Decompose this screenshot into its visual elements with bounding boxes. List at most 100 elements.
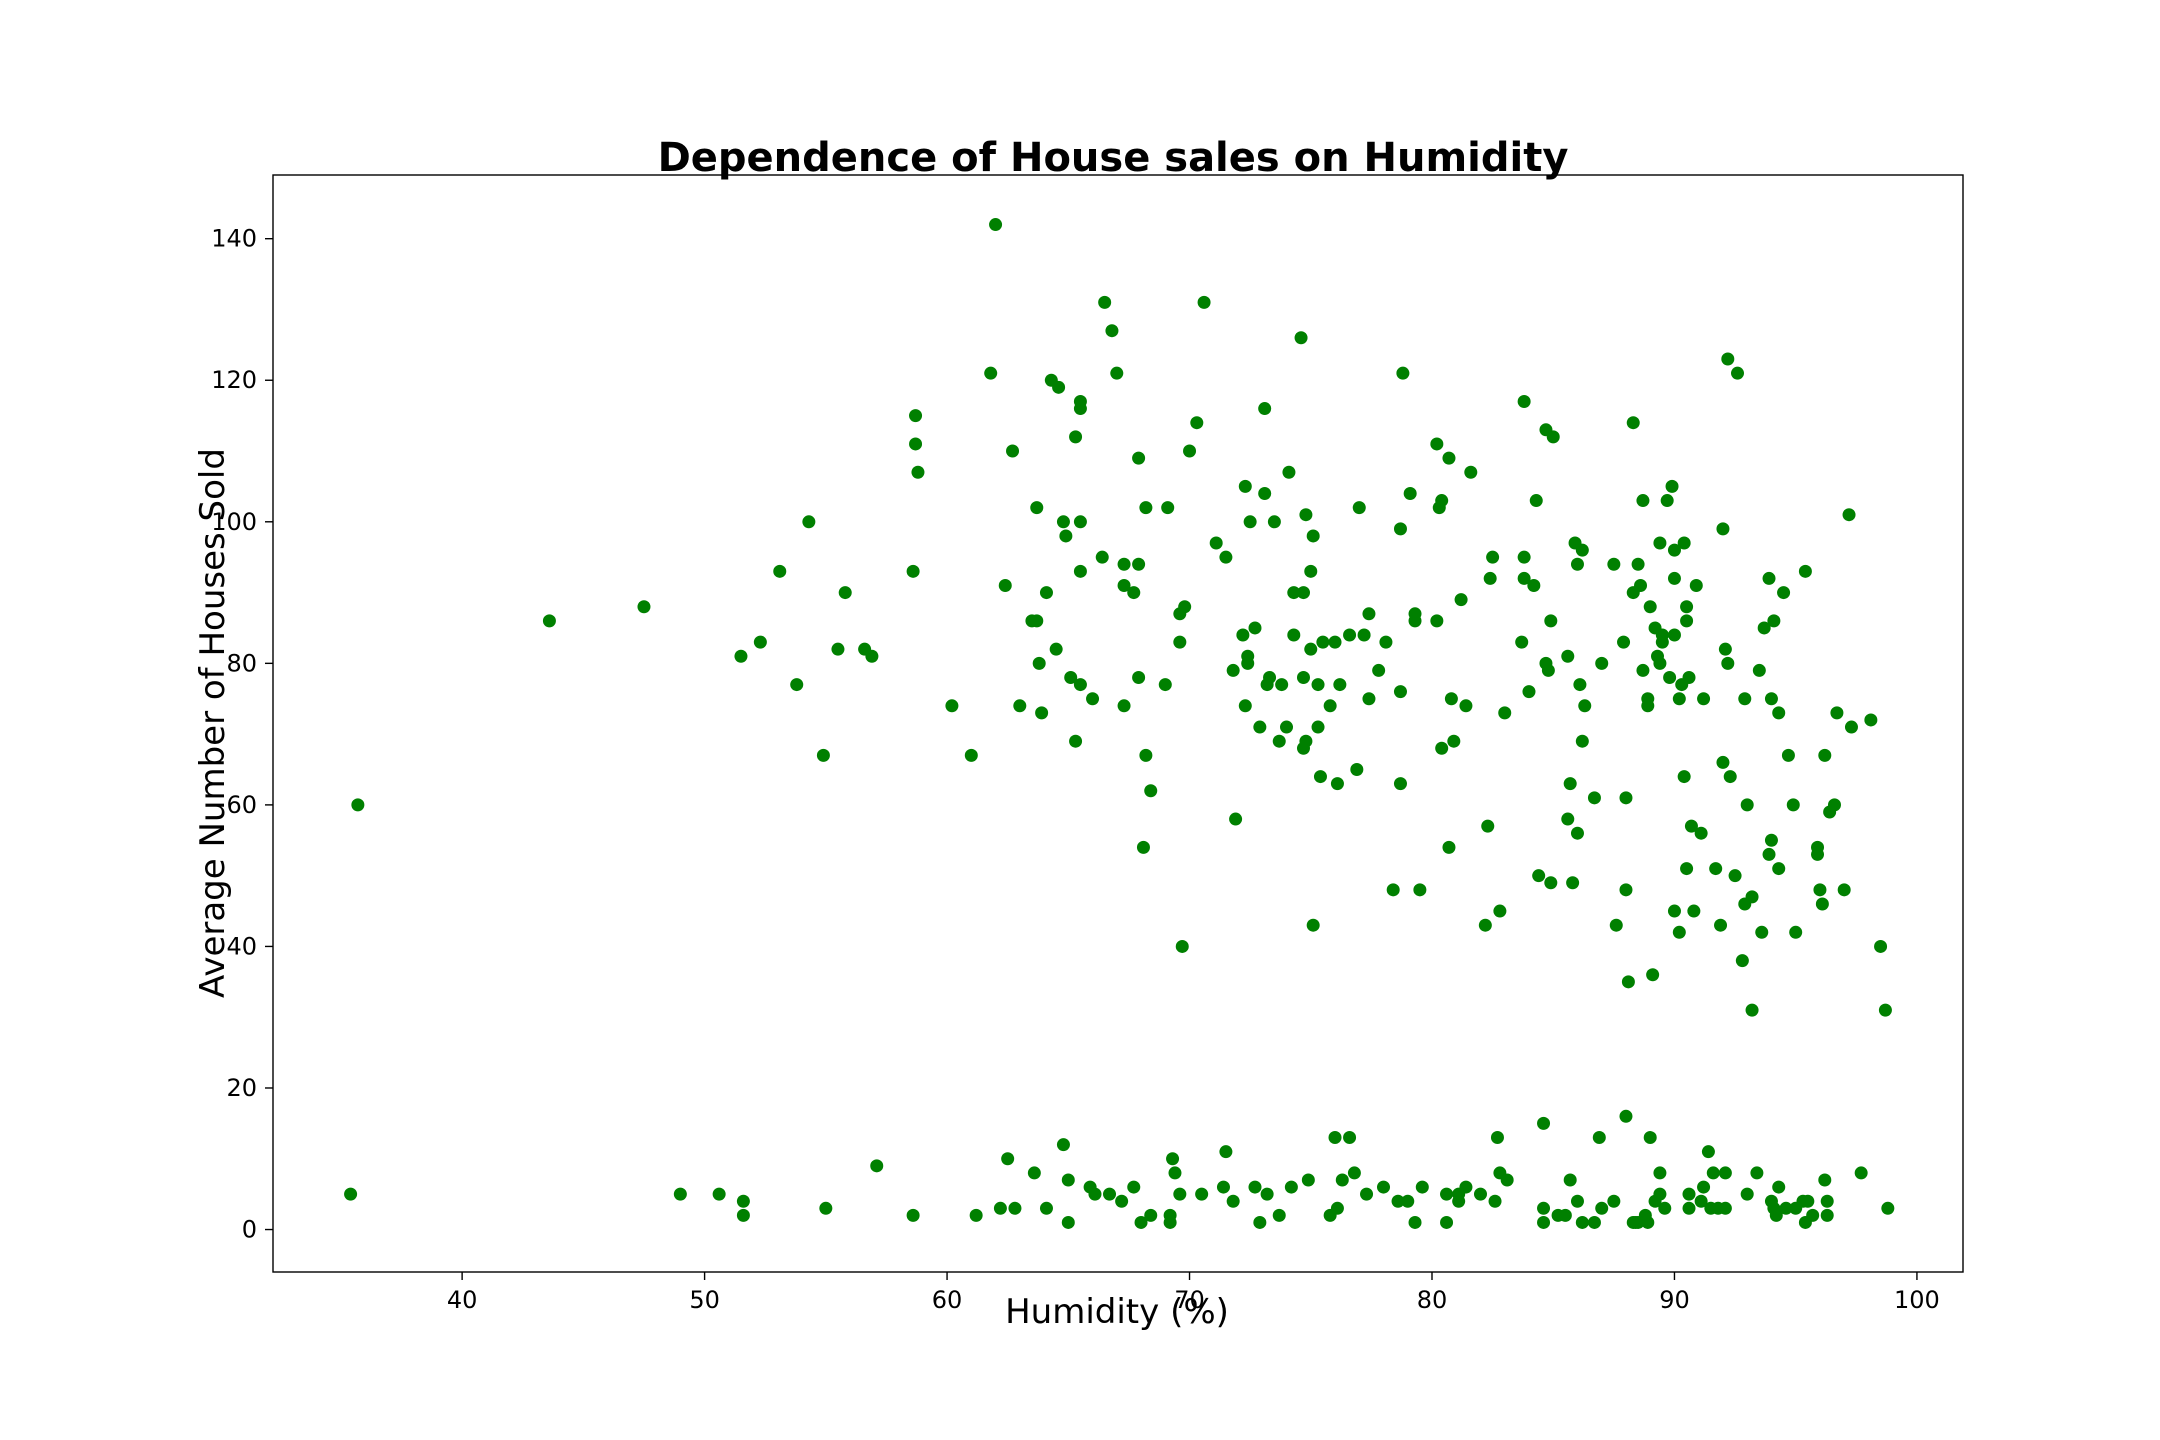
data-point: [1069, 430, 1083, 444]
data-point: [1493, 904, 1507, 918]
data-point: [1035, 706, 1049, 720]
data-point: [1738, 692, 1752, 706]
data-point: [945, 699, 959, 713]
data-point: [909, 409, 923, 423]
y-tick-label: 60: [226, 791, 257, 819]
data-point: [1680, 862, 1694, 876]
data-point: [1575, 734, 1589, 748]
data-point: [1064, 670, 1078, 684]
data-point: [1570, 826, 1584, 840]
y-tick-label: 0: [242, 1216, 257, 1244]
data-point: [1447, 734, 1461, 748]
data-point: [1413, 883, 1427, 897]
data-point: [1689, 578, 1703, 592]
data-point: [1039, 1201, 1053, 1215]
data-point: [1335, 1173, 1349, 1187]
data-point: [1452, 1194, 1466, 1208]
data-point: [1672, 692, 1686, 706]
chart-title: Dependence of House sales on Humidity: [658, 135, 1569, 181]
data-point: [1667, 571, 1681, 585]
data-point: [1517, 394, 1531, 408]
data-point: [1772, 1180, 1786, 1194]
data-point: [1362, 692, 1376, 706]
data-point: [1139, 748, 1153, 762]
data-point: [1294, 331, 1308, 345]
data-point: [1197, 295, 1211, 309]
data-point: [1697, 1180, 1711, 1194]
data-point: [1570, 557, 1584, 571]
data-point: [1842, 508, 1856, 522]
data-point: [1393, 522, 1407, 536]
data-point: [1515, 635, 1529, 649]
data-point: [1561, 812, 1575, 826]
data-point: [1073, 564, 1087, 578]
data-point: [1299, 734, 1313, 748]
data-point: [1694, 1194, 1708, 1208]
data-point: [1253, 1215, 1267, 1229]
data-point: [1694, 826, 1708, 840]
data-point: [1435, 741, 1449, 755]
data-point: [1619, 883, 1633, 897]
data-point: [1238, 479, 1252, 493]
x-axis-label: Humidity (%): [1005, 1292, 1229, 1332]
data-point: [1238, 699, 1252, 713]
data-point: [1175, 939, 1189, 953]
data-point: [1435, 494, 1449, 508]
data-point: [1032, 656, 1046, 670]
data-point: [1806, 1208, 1820, 1222]
data-point: [1052, 380, 1066, 394]
data-point: [1558, 1208, 1572, 1222]
data-point: [1483, 571, 1497, 585]
data-point: [1272, 734, 1286, 748]
data-point: [1117, 699, 1131, 713]
data-point: [1529, 494, 1543, 508]
data-point: [1578, 699, 1592, 713]
x-axis: 40 50 60 70 80 90 100: [447, 1272, 1940, 1314]
data-point: [1440, 1215, 1454, 1229]
data-point: [1527, 578, 1541, 592]
data-point: [1636, 663, 1650, 677]
data-point: [1881, 1201, 1895, 1215]
data-point: [1459, 699, 1473, 713]
data-point: [1643, 1131, 1657, 1145]
data-point: [1781, 748, 1795, 762]
data-point: [1168, 1166, 1182, 1180]
data-point: [1626, 416, 1640, 430]
data-point: [1563, 777, 1577, 791]
data-point: [1634, 578, 1648, 592]
data-point: [816, 748, 830, 762]
data-point: [1660, 494, 1674, 508]
data-point: [1408, 1215, 1422, 1229]
data-point: [1537, 1215, 1551, 1229]
data-point: [1095, 550, 1109, 564]
data-point: [1219, 550, 1233, 564]
data-point: [1362, 607, 1376, 621]
data-points: [344, 218, 1895, 1229]
data-point: [1762, 571, 1776, 585]
data-point: [1486, 550, 1500, 564]
data-point: [1641, 692, 1655, 706]
data-point: [1682, 670, 1696, 684]
data-point: [1716, 522, 1730, 536]
data-point: [1272, 1208, 1286, 1222]
data-point: [1595, 1201, 1609, 1215]
data-point: [1287, 628, 1301, 642]
data-point: [1263, 670, 1277, 684]
data-point: [1478, 918, 1492, 932]
data-point: [1013, 699, 1027, 713]
data-point: [1592, 1131, 1606, 1145]
data-point: [1006, 444, 1020, 458]
data-point: [1672, 925, 1686, 939]
data-point: [1166, 1152, 1180, 1166]
data-point: [1328, 1131, 1342, 1145]
data-point: [1721, 352, 1735, 366]
data-point: [1653, 1166, 1667, 1180]
data-point: [1343, 628, 1357, 642]
plot-area-frame: [272, 174, 1964, 1273]
data-point: [1330, 777, 1344, 791]
data-point: [1570, 1194, 1584, 1208]
data-point: [1544, 876, 1558, 890]
data-point: [1481, 819, 1495, 833]
data-point: [906, 1208, 920, 1222]
data-point: [1296, 586, 1310, 600]
